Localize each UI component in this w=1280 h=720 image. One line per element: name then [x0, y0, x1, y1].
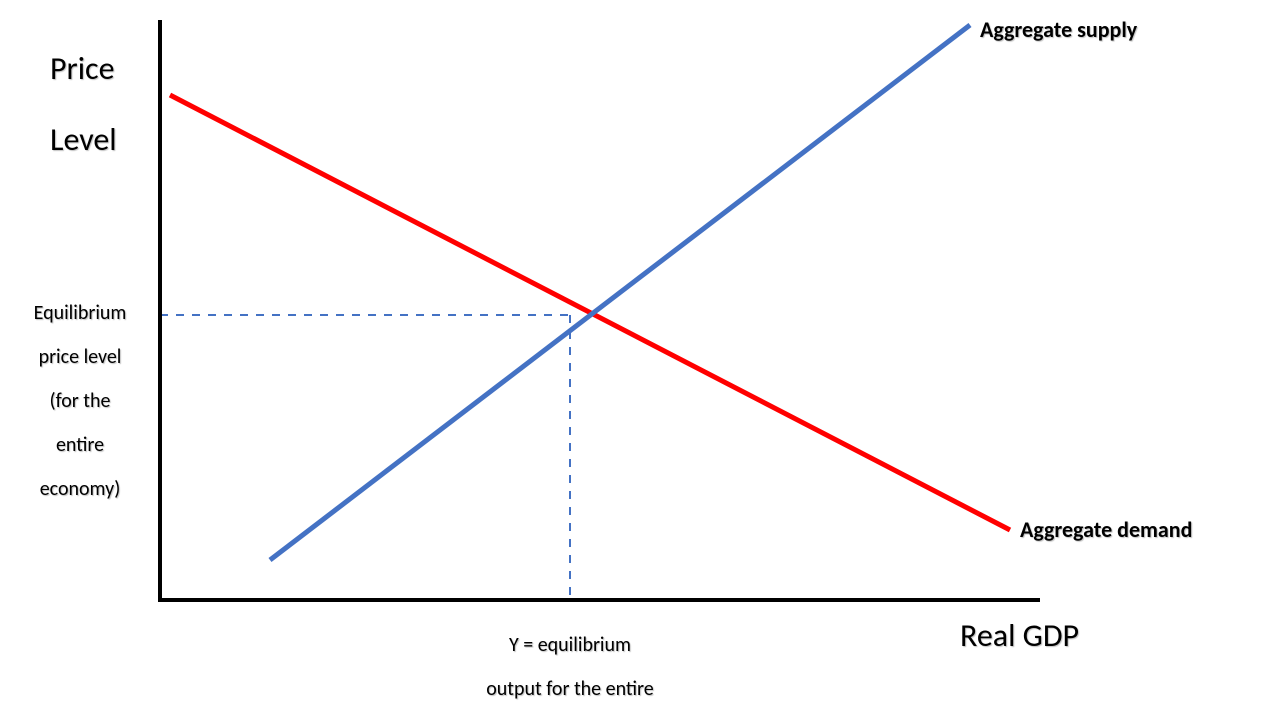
equilibrium-price-label: Equilibrium price level (for the entire …	[10, 280, 150, 500]
y-axis-title-line1: Price	[50, 49, 114, 88]
y-axis-title: Price Level	[50, 16, 117, 157]
y-axis-title-line2: Level	[50, 120, 117, 159]
ad-as-chart: Price Level Equilibrium price level (for…	[0, 0, 1280, 720]
equilibrium-output-label: Y = equilibrium output for the entire ec…	[440, 612, 700, 720]
aggregate-demand-label: Aggregate demand	[1020, 518, 1192, 542]
aggregate-supply-line	[270, 25, 970, 560]
aggregate-supply-label: Aggregate supply	[980, 18, 1137, 42]
x-axis-title: Real GDP	[960, 618, 1079, 653]
